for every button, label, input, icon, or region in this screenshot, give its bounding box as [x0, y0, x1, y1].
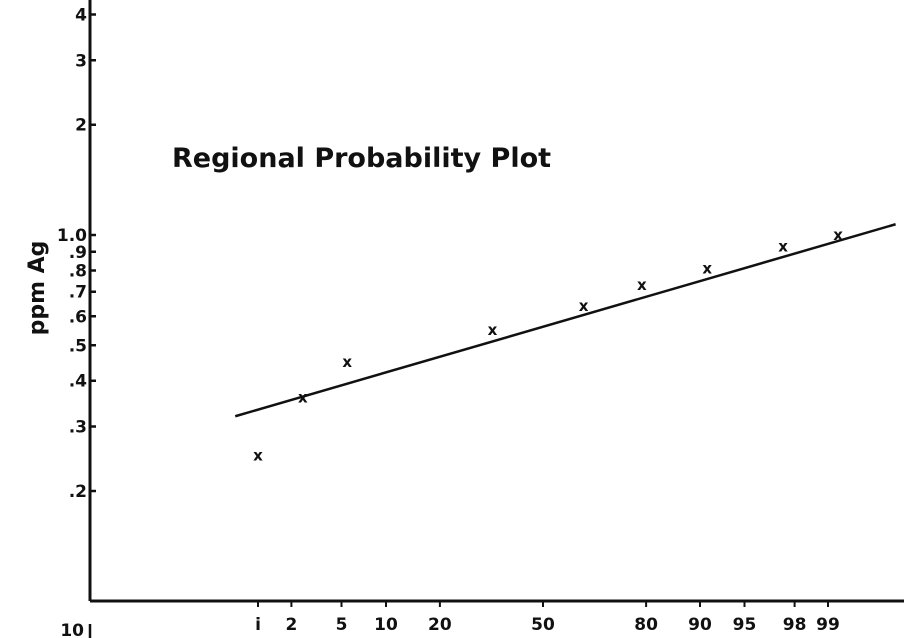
y-tick-label: 2 — [75, 116, 87, 136]
fit-line — [234, 223, 896, 418]
x-tick-label: 10 — [374, 615, 398, 635]
y-tick-label: .7 — [69, 283, 87, 303]
x-tick-label: 95 — [733, 615, 757, 635]
bottom-left-label: 10 — [60, 621, 84, 638]
data-point: x — [488, 321, 498, 339]
x-tick-label: 99 — [816, 615, 840, 635]
y-axis-label: ppm Ag — [25, 241, 50, 336]
y-tick-label: .3 — [69, 418, 87, 438]
data-point: x — [342, 353, 352, 371]
x-tick-label: i — [255, 615, 261, 635]
y-tick-label: 4 — [75, 5, 87, 25]
data-point: x — [637, 276, 647, 294]
data-point: x — [298, 389, 308, 407]
x-tick-label: 20 — [428, 615, 452, 635]
x-tick-label: 98 — [783, 615, 807, 635]
y-tick-label: .9 — [69, 243, 87, 263]
data-point: x — [833, 226, 843, 244]
data-point: x — [702, 260, 712, 278]
x-tick-label: 5 — [336, 615, 348, 635]
x-ticks: i 2 5 10 20 50 80 90 95 98 99 — [255, 601, 840, 635]
x-tick-label: 2 — [285, 615, 297, 635]
chart-title: Regional Probability Plot — [172, 143, 551, 174]
axes — [88, 0, 904, 638]
y-tick-label: 1.0 — [57, 226, 87, 246]
data-points: x x x x x x x x x — [253, 226, 843, 465]
y-tick-label: .2 — [69, 482, 87, 502]
x-tick-label: 90 — [688, 615, 712, 635]
x-tick-label: 50 — [531, 615, 555, 635]
y-tick-label: .6 — [69, 307, 87, 327]
y-tick-label: .4 — [69, 372, 87, 392]
data-point: x — [778, 238, 788, 256]
y-tick-label: .5 — [69, 336, 87, 356]
y-tick-label: .8 — [69, 261, 87, 281]
y-tick-label: 3 — [75, 51, 87, 71]
data-point: x — [579, 297, 589, 315]
x-tick-label: 80 — [634, 615, 658, 635]
y-ticks: .2 .3 .4 .5 .6 .7.8.91.0 2 3 4 — [57, 5, 96, 502]
data-point: x — [253, 447, 263, 465]
